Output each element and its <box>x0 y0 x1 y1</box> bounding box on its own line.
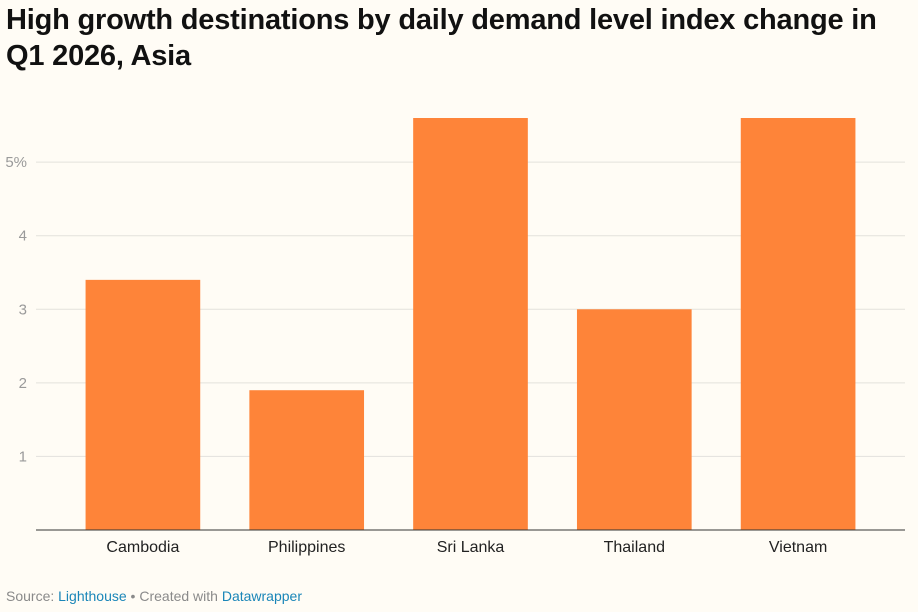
chart-title: High growth destinations by daily demand… <box>6 4 877 72</box>
x-label-vietnam: Vietnam <box>769 539 827 556</box>
datawrapper-link[interactable]: Datawrapper <box>221 588 302 604</box>
bar-cambodia[interactable] <box>85 279 201 530</box>
chart-footer: Source: Lighthouse • Created with Datawr… <box>6 588 302 604</box>
bars <box>85 118 856 530</box>
bar-vietnam[interactable] <box>740 118 856 530</box>
y-tick-label-2: 2 <box>19 375 27 392</box>
bar-philippines[interactable] <box>249 390 365 530</box>
created-with-label: Created with <box>139 588 218 604</box>
category-labels: Cambodia Philippines Sri Lanka Thailand Viet… <box>106 539 827 556</box>
x-label-philippines: Philippines <box>268 539 345 556</box>
source-label: Source: <box>6 588 55 604</box>
x-label-sri-lanka: Sri Lanka <box>437 539 505 556</box>
x-label-thailand: Thailand <box>604 539 665 556</box>
y-tick-label-3: 3 <box>19 301 27 318</box>
bar-thailand[interactable] <box>576 309 692 530</box>
y-tick-label-5: 5% <box>5 154 27 171</box>
y-tick-label-4: 4 <box>19 228 27 245</box>
x-label-cambodia: Cambodia <box>106 539 179 556</box>
source-link[interactable]: Lighthouse <box>58 588 127 604</box>
footer-separator: • <box>130 588 136 604</box>
y-tick-label-1: 1 <box>19 448 27 465</box>
bar-sri-lanka[interactable] <box>413 118 528 530</box>
